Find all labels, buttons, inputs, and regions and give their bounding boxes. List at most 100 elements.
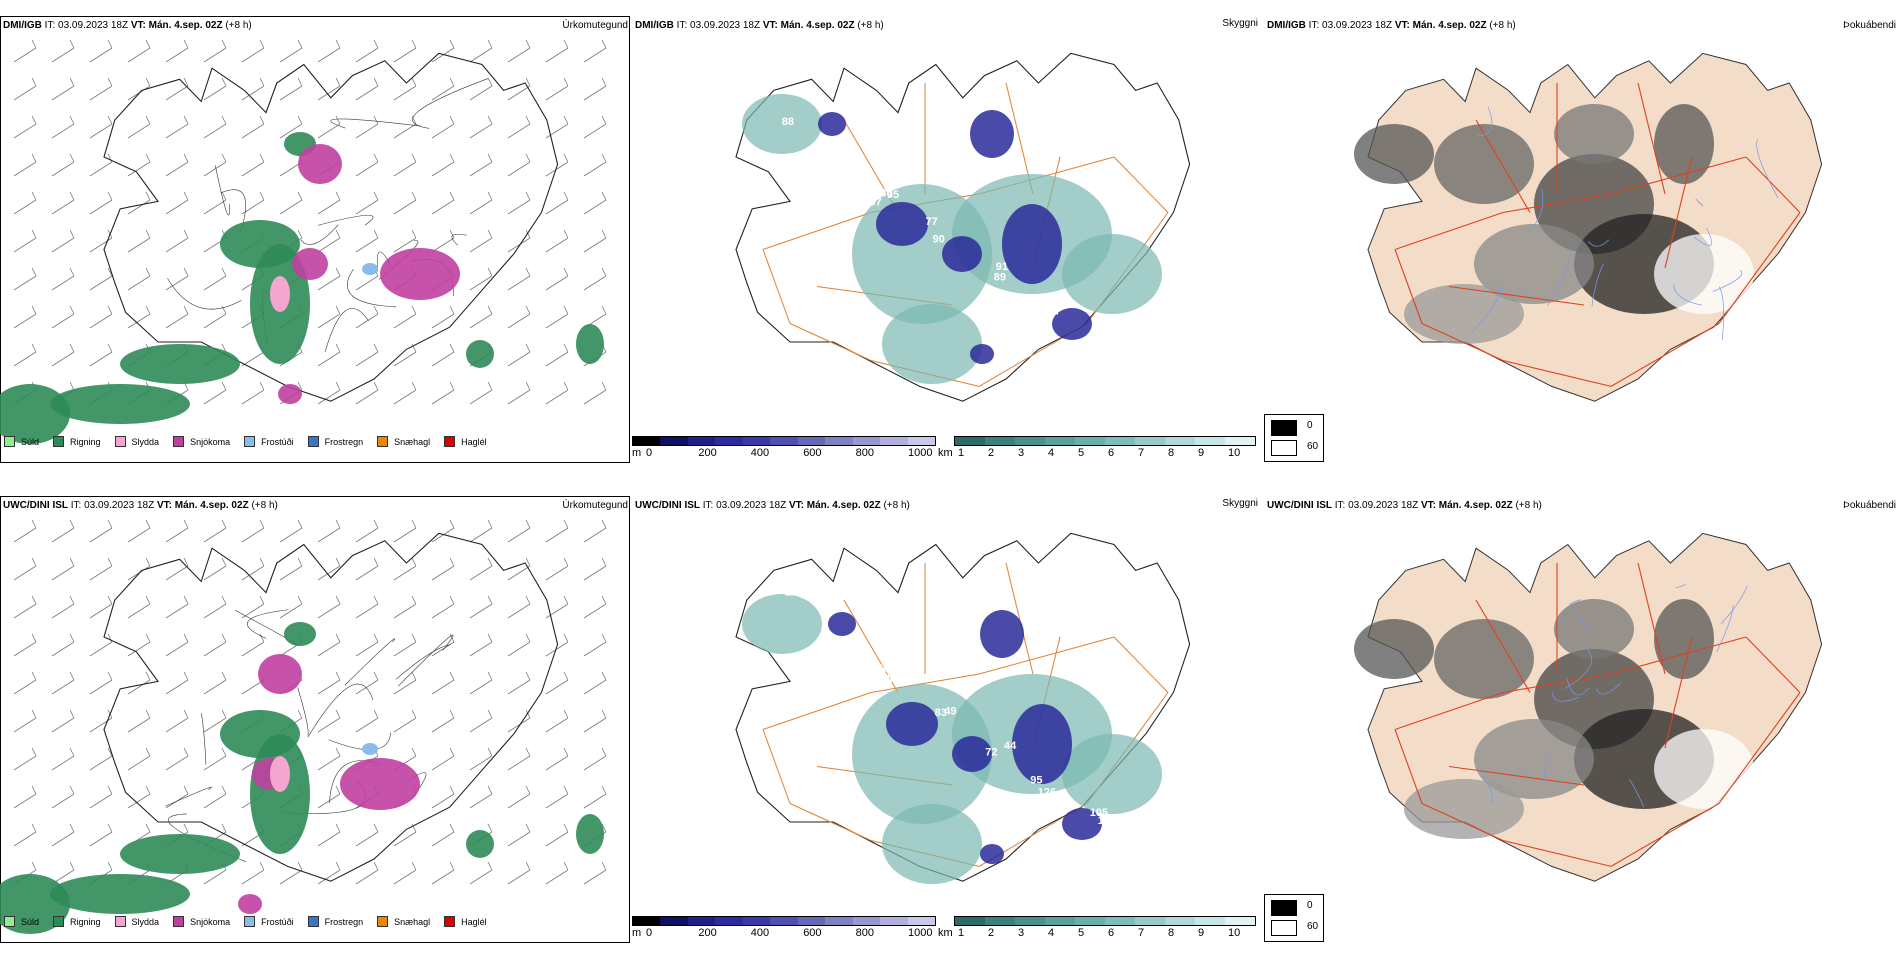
visibility-value: 63 — [1152, 846, 1164, 858]
road — [1421, 802, 1504, 842]
visibility-colorbar-m — [632, 436, 936, 446]
wind-barb — [393, 823, 417, 847]
wind-barb — [51, 557, 75, 581]
fog-index-area — [1354, 619, 1434, 679]
wind-barb — [507, 153, 531, 177]
colorbar-segment — [742, 917, 771, 925]
road — [1502, 193, 1612, 214]
wind-barb — [317, 557, 341, 581]
wind-barb — [203, 595, 227, 619]
wind-barb — [241, 115, 265, 139]
colorbar-tick: 8 — [1168, 927, 1175, 939]
panel-variable-title: Úrkomutegund — [562, 500, 628, 511]
snow-area — [292, 248, 328, 280]
visibility-value: 65 — [1100, 330, 1112, 342]
river — [1587, 239, 1610, 247]
wind-barb — [583, 191, 607, 215]
wind-barb — [89, 77, 113, 101]
wind-barb — [317, 77, 341, 101]
wind-barb — [431, 557, 455, 581]
wind-barb — [431, 671, 455, 695]
colorbar-segment — [825, 917, 853, 925]
wind-barb — [51, 305, 75, 329]
precip-legend-item: Snæhagl — [377, 916, 430, 927]
colorbar-tick: 400 — [750, 447, 770, 459]
snow-area — [340, 758, 420, 810]
precip-legend-item: Súld — [4, 436, 39, 447]
road — [1448, 285, 1585, 306]
road — [1475, 599, 1531, 693]
visibility-map: 112 51 98 49 44 126 133 90 181 120 83 72 95 105 63 48 22… — [735, 532, 1191, 884]
rain-area — [0, 384, 70, 444]
wind-barb — [355, 229, 379, 253]
wind-barb — [89, 229, 113, 253]
wind-barb — [469, 785, 493, 809]
fog-panel: UWC/DINI ISL IT: 03.09.2023 18Z VT: Mán.… — [1264, 494, 1900, 954]
wind-barb — [355, 115, 379, 139]
boundary-line — [328, 732, 391, 751]
wind-barb — [545, 633, 569, 657]
river — [1629, 779, 1645, 808]
wind-barb — [583, 39, 607, 63]
wind-barb — [51, 823, 75, 847]
visibility-area-m — [952, 736, 992, 772]
fog-map — [1354, 532, 1823, 882]
precip-legend-label: Súld — [21, 436, 40, 447]
forecast-row-dmi: DMI/IGB IT: 03.09.2023 18Z VT: Mán. 4.se… — [0, 14, 1900, 474]
colorbar-segment — [880, 917, 908, 925]
wind-barb — [469, 191, 493, 215]
wind-barb — [355, 861, 379, 885]
visibility-value: 228 — [867, 673, 885, 685]
river — [1471, 282, 1502, 334]
visibility-area-km — [1062, 734, 1162, 814]
fog-legend: 0 60 — [1264, 894, 1324, 942]
wind-barb — [431, 633, 455, 657]
wind-barb — [431, 153, 455, 177]
colorbar-tick: 1 — [958, 927, 965, 939]
boundary-line — [347, 268, 397, 308]
fog-index-area — [1474, 224, 1594, 304]
wind-barb — [545, 39, 569, 63]
wind-barb — [241, 39, 265, 63]
road — [1113, 156, 1169, 213]
visibility-value: 91 — [996, 261, 1008, 273]
precip-legend-swatch — [4, 916, 15, 927]
wind-barb — [279, 115, 303, 139]
snow-area — [238, 894, 262, 914]
wind-barb — [13, 633, 37, 657]
boundary-line — [307, 683, 374, 738]
wind-barb — [89, 747, 113, 771]
rain-area — [576, 324, 604, 364]
road — [1610, 156, 1747, 195]
wind-barb — [13, 305, 37, 329]
wind-barb — [469, 595, 493, 619]
wind-barb — [317, 191, 341, 215]
colorbar-tick: 6 — [1108, 447, 1115, 459]
wind-barb — [13, 671, 37, 695]
row-title: DMI/IGB IT: 03.09.2023 18Z VT: Mán. 4.se… — [3, 20, 252, 31]
fog-legend-swatch — [1271, 420, 1297, 436]
fog-map — [1354, 52, 1823, 402]
fog-index-area — [1654, 599, 1714, 679]
visibility-value: 112 — [784, 586, 802, 598]
wind-barb — [317, 709, 341, 733]
panel-frame — [0, 496, 630, 943]
colorbar-segment — [797, 437, 826, 445]
wind-barb — [165, 709, 189, 733]
colorbar-segment — [1135, 437, 1165, 445]
wind-barb — [13, 709, 37, 733]
wind-barb — [165, 519, 189, 543]
road — [1745, 156, 1801, 213]
wind-barb — [127, 115, 151, 139]
visibility-value: 69 — [1103, 329, 1115, 341]
wind-barb — [469, 305, 493, 329]
precip-legend-item: Haglél — [444, 436, 487, 447]
wind-barb — [165, 229, 189, 253]
wind-barb — [469, 519, 493, 543]
wind-barb — [165, 557, 189, 581]
panel-variable-title: Úrkomutegund — [562, 20, 628, 31]
visibility-value: 48 — [823, 637, 835, 649]
wind-barb — [431, 381, 455, 405]
wind-barb — [355, 595, 379, 619]
wind-barb — [507, 115, 531, 139]
